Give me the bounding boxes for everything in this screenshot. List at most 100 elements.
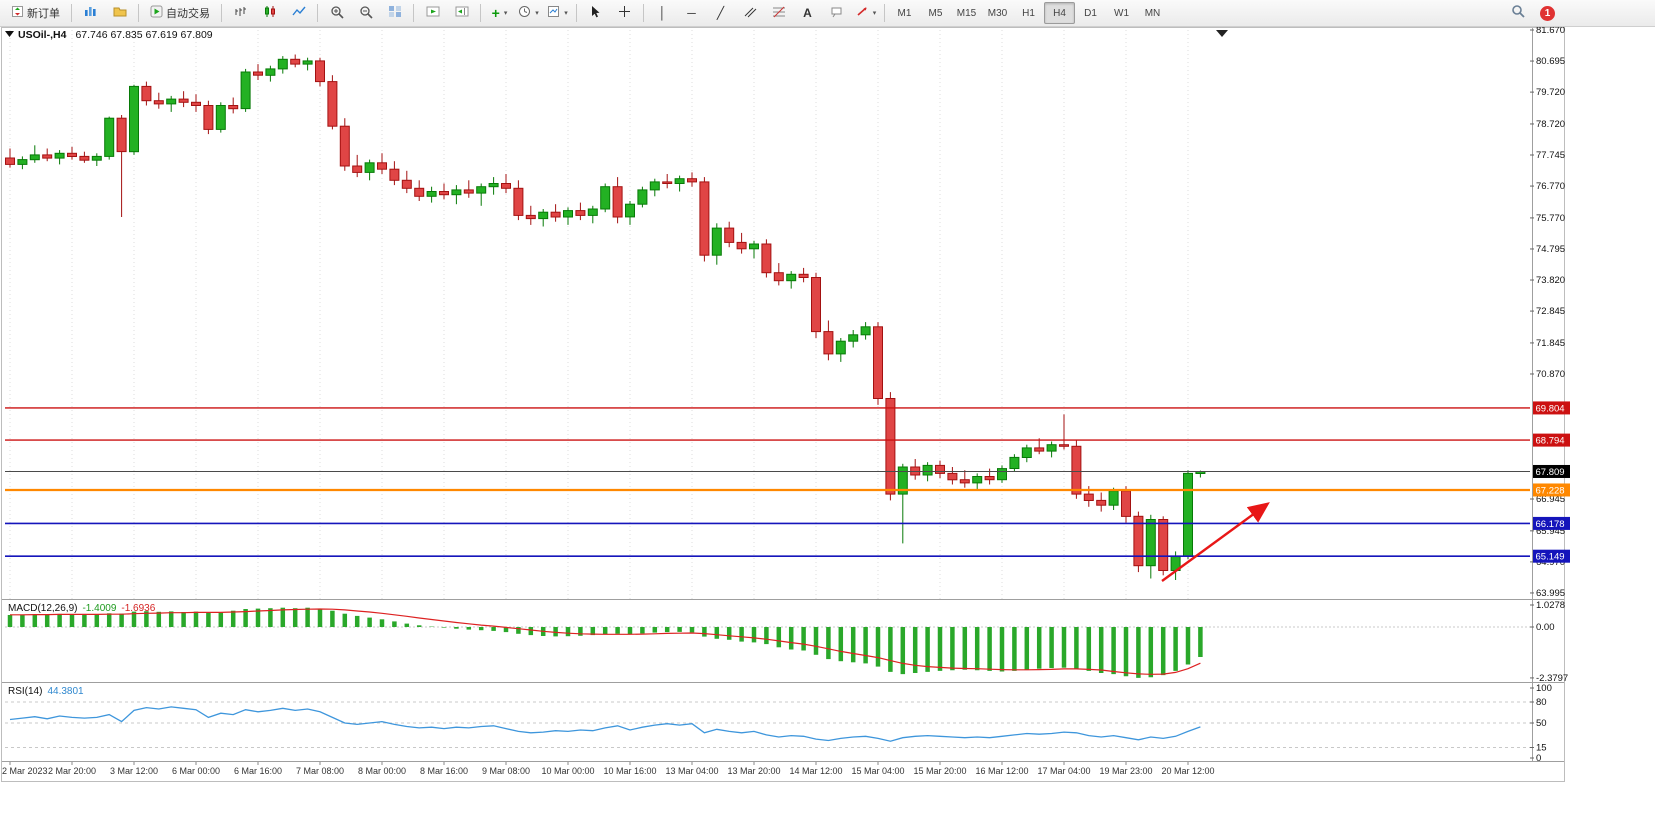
candle [662, 174, 673, 189]
channel-tool-button[interactable] [735, 2, 764, 24]
ohlc-values: 67.746 67.835 67.619 67.809 [75, 29, 213, 41]
candle [476, 183, 487, 206]
candle [885, 392, 896, 501]
candle [538, 209, 549, 227]
horizontal-line-tool-button[interactable]: ─ [677, 2, 706, 24]
candle [1021, 444, 1032, 463]
separator [413, 4, 414, 22]
vertical-line-tool-button[interactable]: │ [648, 2, 677, 24]
candle [265, 65, 276, 82]
rsi-label: RSI(14) 44.3801 [8, 686, 84, 697]
chart-canvas[interactable]: 81.670 80.695 79.720 78.720 77.745 76.770 75.7… [0, 27, 1655, 783]
chevron-down-icon: ▾ [503, 10, 508, 17]
arrows-tool-button[interactable]: ▾ [851, 2, 880, 24]
separator [480, 4, 481, 22]
time-axis-label: 15 Mar 04:00 [851, 766, 904, 776]
candle [339, 118, 350, 171]
rsi-name: RSI(14) [8, 686, 43, 697]
candle [687, 172, 697, 187]
candle [141, 81, 152, 106]
one-click-trading-icon[interactable] [5, 31, 14, 37]
chart-shift-icon [455, 5, 469, 21]
candle [29, 145, 40, 163]
candle [104, 116, 115, 160]
notification-badge[interactable]: 1 [1540, 5, 1555, 21]
candle [798, 267, 809, 283]
timeframe-button-h4[interactable]: H4 [1044, 2, 1075, 24]
macd-name: MACD(12,26,9) [8, 603, 78, 614]
candle [736, 232, 747, 254]
auto-scroll-icon [426, 5, 440, 21]
candle [315, 57, 325, 87]
text-tool-button[interactable]: A [793, 2, 822, 24]
candle [1059, 414, 1069, 450]
timeframe-button-m30[interactable]: M30 [987, 7, 1008, 19]
timeframe-button-d1[interactable]: D1 [1084, 7, 1097, 19]
time-axis-label: 10 Mar 00:00 [541, 766, 594, 776]
time-axis-label: 13 Mar 20:00 [727, 766, 780, 776]
line-chart-icon [291, 5, 306, 21]
chart-shift-marker[interactable] [1216, 30, 1228, 37]
timeframe-button-w1[interactable]: W1 [1114, 7, 1129, 19]
timeframe-button-m1[interactable]: M1 [897, 7, 912, 19]
zoom-out-button[interactable] [351, 2, 380, 24]
separator [576, 4, 577, 22]
text-tool-icon: A [803, 6, 812, 20]
timeframe-button-mn[interactable]: MN [1144, 7, 1161, 19]
candle [947, 467, 958, 485]
auto-scroll-button[interactable] [418, 2, 447, 24]
candle [637, 186, 648, 208]
rsi-axis-label: 0 [1536, 753, 1541, 764]
timeframe-button-h1[interactable]: H1 [1022, 7, 1035, 19]
candle [67, 146, 77, 160]
fibonacci-tool-button[interactable] [764, 2, 793, 24]
search-button[interactable] [1504, 2, 1533, 24]
time-axis-label: 8 Mar 16:00 [420, 766, 468, 776]
price-axis-label: 70.870 [1536, 369, 1565, 380]
candle [253, 64, 263, 80]
templates-button[interactable]: ▾ [543, 2, 572, 24]
timeframe-button-m5[interactable]: M5 [928, 7, 943, 19]
candle [116, 115, 127, 217]
candle [910, 459, 921, 480]
price-badge: 66.178 [1533, 516, 1570, 530]
zoom-in-button[interactable] [322, 2, 351, 24]
text-label-tool-button[interactable] [822, 2, 851, 24]
trendline-tool-button[interactable]: ╱ [706, 2, 735, 24]
periods-button[interactable]: ▾ [514, 2, 543, 24]
price-axis-label: 78.720 [1536, 119, 1565, 130]
candle [811, 272, 821, 338]
candle [191, 94, 201, 112]
timeframe-button-m15[interactable]: M15 [956, 7, 977, 19]
candle [426, 186, 437, 203]
cursor-tool-button[interactable] [581, 2, 610, 24]
tile-windows-button[interactable] [380, 2, 409, 24]
svg-text:68.794: 68.794 [1536, 436, 1565, 447]
candle [749, 240, 759, 259]
chart-shift-button[interactable] [447, 2, 476, 24]
price-axis-label: 65.945 [1536, 526, 1565, 537]
time-axis-label: 15 Mar 20:00 [913, 766, 966, 776]
candle [377, 153, 387, 174]
candle [600, 183, 611, 213]
candle [625, 201, 635, 225]
bar-chart-button[interactable] [226, 2, 255, 24]
indicators-button[interactable]: + ▾ [485, 2, 514, 24]
candlestick-chart-icon [263, 5, 277, 21]
trend-arrow-object[interactable] [1161, 502, 1270, 582]
macd-label: MACD(12,26,9) -1.4009 -1.6936 [8, 603, 155, 614]
channel-icon [743, 5, 757, 21]
new-order-button[interactable]: 新订单 [4, 2, 67, 24]
crosshair-tool-button[interactable] [610, 2, 639, 24]
time-axis-label: 17 Mar 04:00 [1037, 766, 1090, 776]
profiles-button[interactable] [105, 2, 134, 24]
candlestick-chart-button[interactable] [255, 2, 284, 24]
price-axis-label: 73.820 [1536, 275, 1565, 286]
autotrading-button[interactable]: 自动交易 [143, 2, 217, 24]
svg-text:66.178: 66.178 [1536, 519, 1565, 530]
price-badge: 65.149 [1533, 549, 1570, 563]
line-chart-button[interactable] [284, 2, 313, 24]
new-chart-button[interactable] [76, 2, 105, 24]
candle [1009, 454, 1020, 472]
price-axis-label: 77.745 [1536, 150, 1565, 161]
